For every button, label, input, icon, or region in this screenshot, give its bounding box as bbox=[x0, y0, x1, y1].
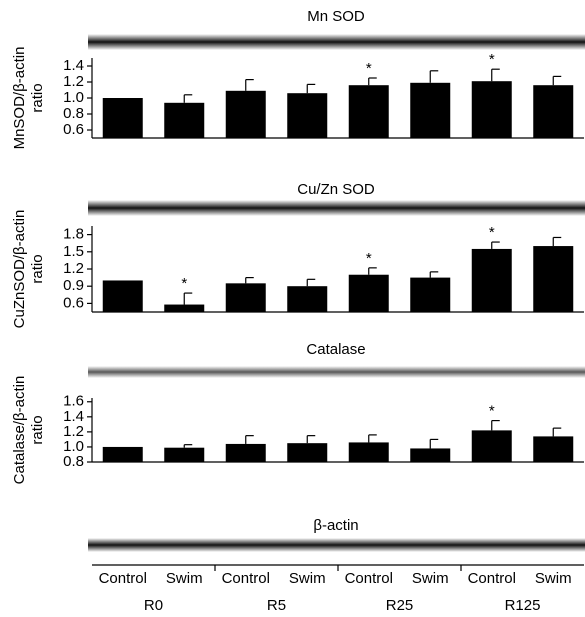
x-tick-label: Swim bbox=[412, 570, 449, 587]
y-tick-label: 1.0 bbox=[63, 89, 84, 106]
bar bbox=[410, 278, 450, 312]
group-label: R5 bbox=[267, 597, 286, 614]
bar bbox=[410, 83, 450, 138]
bar bbox=[472, 81, 512, 138]
y-tick-label: 1.4 bbox=[63, 408, 84, 425]
y-tick-label: 0.9 bbox=[63, 277, 84, 294]
x-tick-label: Swim bbox=[289, 570, 326, 587]
significance-star: * bbox=[366, 60, 372, 77]
y-axis-label: CuZnSOD/β-actin bbox=[11, 210, 28, 329]
blot-title: β-actin bbox=[313, 517, 358, 534]
bar bbox=[103, 280, 143, 312]
bar bbox=[226, 283, 266, 312]
x-tick-label: Control bbox=[99, 570, 147, 587]
significance-star: * bbox=[489, 403, 495, 420]
y-tick-label: 1.2 bbox=[63, 423, 84, 440]
significance-star: * bbox=[181, 275, 187, 292]
y-axis-label: ratio bbox=[29, 415, 46, 444]
group-label: R0 bbox=[144, 597, 163, 614]
y-axis-label: MnSOD/β-actin bbox=[11, 47, 28, 150]
y-axis-label: ratio bbox=[29, 83, 46, 112]
blot-actin bbox=[88, 538, 585, 552]
x-tick-label: Control bbox=[222, 570, 270, 587]
y-tick-label: 1.4 bbox=[63, 57, 84, 74]
y-axis-label: ratio bbox=[29, 254, 46, 283]
significance-star: * bbox=[489, 224, 495, 241]
bar bbox=[533, 246, 573, 312]
x-tick-label: Swim bbox=[535, 570, 572, 587]
bar bbox=[164, 305, 204, 312]
y-axis-label: Catalase/β-actin bbox=[11, 376, 28, 485]
bar bbox=[103, 98, 143, 138]
x-tick-label: Control bbox=[345, 570, 393, 587]
blot-catalase bbox=[88, 366, 585, 378]
y-tick-label: 1.8 bbox=[63, 226, 84, 243]
y-tick-label: 0.6 bbox=[63, 294, 84, 311]
bar bbox=[349, 442, 389, 462]
bar bbox=[533, 85, 573, 138]
group-label: R125 bbox=[505, 597, 541, 614]
bar bbox=[410, 448, 450, 462]
y-tick-label: 1.5 bbox=[63, 243, 84, 260]
blot-cuznsod bbox=[88, 200, 585, 216]
bar bbox=[472, 249, 512, 312]
y-tick-label: 1.2 bbox=[63, 260, 84, 277]
chart-title: Cu/Zn SOD bbox=[297, 181, 375, 198]
x-tick-label: Swim bbox=[166, 570, 203, 587]
bar bbox=[533, 436, 573, 462]
bar bbox=[287, 286, 327, 312]
figure: β-actin Mn SODMnSOD/β-actinratio0.60.81.… bbox=[0, 0, 585, 617]
y-tick-label: 1.6 bbox=[63, 393, 84, 410]
bar bbox=[103, 447, 143, 462]
chart-title: Mn SOD bbox=[307, 8, 365, 25]
bar bbox=[472, 430, 512, 462]
y-tick-label: 0.8 bbox=[63, 105, 84, 122]
bar bbox=[164, 448, 204, 462]
bar bbox=[226, 91, 266, 138]
y-tick-label: 0.6 bbox=[63, 121, 84, 138]
bar bbox=[287, 443, 327, 462]
blot-mnsod bbox=[88, 34, 585, 50]
bar bbox=[164, 103, 204, 138]
bar bbox=[287, 93, 327, 138]
significance-star: * bbox=[489, 51, 495, 68]
y-tick-label: 1.2 bbox=[63, 73, 84, 90]
chart-title: Catalase bbox=[306, 341, 365, 358]
y-tick-label: 1.0 bbox=[63, 438, 84, 455]
x-tick-label: Control bbox=[468, 570, 516, 587]
group-label: R25 bbox=[386, 597, 414, 614]
y-tick-label: 0.8 bbox=[63, 453, 84, 470]
bar bbox=[349, 85, 389, 138]
bar bbox=[226, 444, 266, 462]
significance-star: * bbox=[366, 250, 372, 267]
bar bbox=[349, 275, 389, 312]
